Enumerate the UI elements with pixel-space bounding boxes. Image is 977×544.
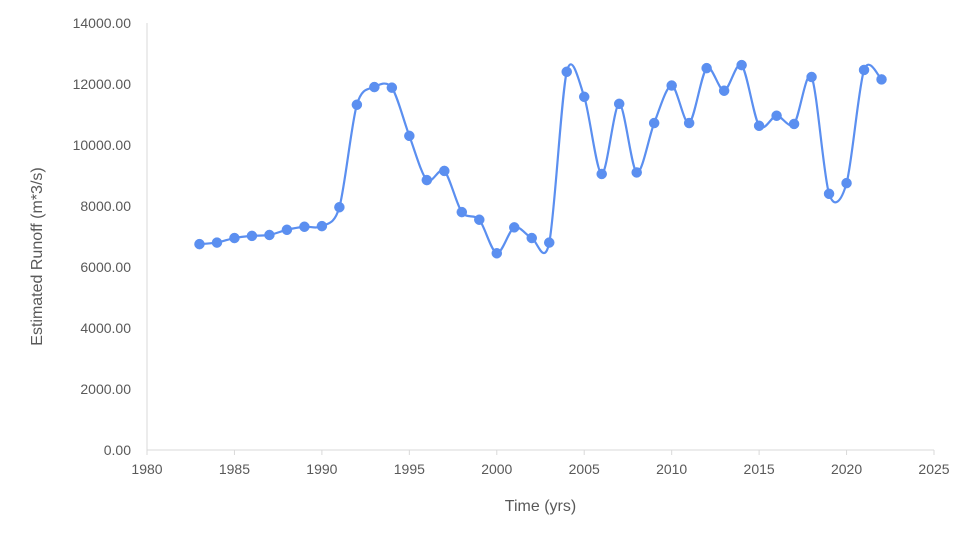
y-tick-label: 10000.00 <box>73 137 132 153</box>
data-point <box>316 220 328 232</box>
axes <box>146 23 934 451</box>
data-point <box>876 74 887 85</box>
data-point <box>561 66 572 78</box>
data-point <box>806 71 817 83</box>
data-point <box>474 214 485 225</box>
data-point <box>509 222 520 233</box>
data-point <box>526 232 538 244</box>
data-point <box>736 59 747 71</box>
x-tick-label: 2025 <box>918 461 949 477</box>
data-point <box>718 85 730 96</box>
data-point <box>771 110 782 121</box>
y-tick-label: 12000.00 <box>73 76 132 92</box>
series-layer <box>194 59 887 259</box>
data-point <box>648 117 660 129</box>
data-point <box>578 91 590 103</box>
data-point <box>246 230 258 242</box>
x-tick-label: 2020 <box>831 461 862 477</box>
x-tick-label: 1990 <box>306 461 337 477</box>
x-tick-label: 1995 <box>394 461 425 477</box>
data-point <box>456 206 468 218</box>
data-point <box>386 82 398 93</box>
y-tick-label: 2000.00 <box>80 381 131 397</box>
x-tick-labels: 1980 1985 1990 1995 2000 2005 2010 2015 2020 2025 <box>131 450 950 477</box>
y-axis-title: Estimated Runoff (m*3/s) <box>29 167 46 345</box>
data-point <box>194 238 205 250</box>
data-point <box>404 130 415 142</box>
data-point <box>613 98 625 110</box>
data-point <box>211 237 223 248</box>
data-point <box>299 221 310 232</box>
data-point <box>439 165 450 177</box>
x-tick-label: 2000 <box>481 461 512 477</box>
data-point <box>683 117 695 129</box>
x-tick-label: 1980 <box>131 461 162 477</box>
data-point <box>841 177 852 189</box>
data-point <box>334 201 345 213</box>
y-tick-label: 6000.00 <box>80 259 131 275</box>
data-point <box>351 99 363 110</box>
data-point <box>281 224 293 236</box>
x-tick-label: 2010 <box>656 461 687 477</box>
data-point <box>369 81 380 93</box>
data-point <box>596 168 607 180</box>
data-point <box>858 64 870 76</box>
data-point <box>666 80 677 91</box>
x-tick-label: 2015 <box>744 461 775 477</box>
x-tick-label: 2005 <box>569 461 600 477</box>
data-point <box>631 167 642 178</box>
y-tick-label: 14000.00 <box>73 15 132 31</box>
y-tick-label: 8000.00 <box>80 198 131 214</box>
data-point <box>229 232 240 244</box>
x-tick-label: 1985 <box>219 461 250 477</box>
data-point <box>701 62 712 74</box>
data-point <box>491 248 503 259</box>
data-point <box>788 118 800 130</box>
y-tick-label: 0.00 <box>104 442 131 458</box>
y-tick-labels: 0.00 2000.00 4000.00 6000.00 8000.00 10000.00… <box>73 15 132 458</box>
x-axis-title: Time (yrs) <box>505 498 576 515</box>
y-tick-label: 4000.00 <box>80 320 131 336</box>
data-point <box>753 120 765 132</box>
data-point <box>543 237 555 248</box>
data-point <box>264 229 275 241</box>
data-point <box>421 174 433 186</box>
data-point <box>823 188 835 200</box>
